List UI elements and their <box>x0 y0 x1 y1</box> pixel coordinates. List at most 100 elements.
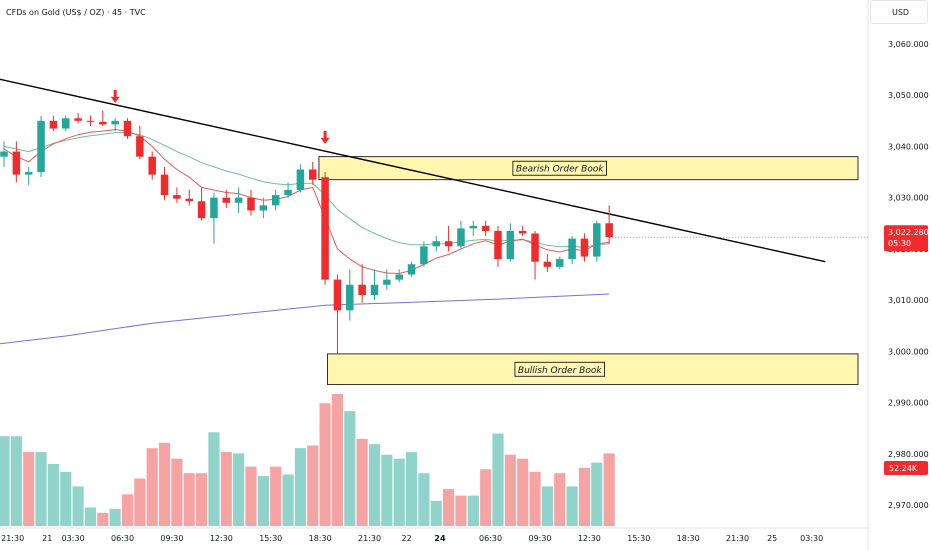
order-book-zone <box>318 156 859 181</box>
volume-bar <box>368 444 381 526</box>
candle <box>86 115 95 126</box>
price-tick-label: 3,060.000 <box>888 40 929 49</box>
candle <box>469 220 478 237</box>
arrow-down-icon <box>110 89 120 103</box>
volume-bar <box>257 475 269 526</box>
price-tick-label: 3,000.000 <box>888 347 929 356</box>
candle <box>605 205 613 244</box>
candle-body <box>605 223 613 238</box>
candle-body <box>148 156 156 175</box>
candle <box>395 269 403 283</box>
volume-bar <box>72 486 84 526</box>
price-tick-label: 2,990.000 <box>888 399 929 408</box>
volume-bar <box>578 467 591 526</box>
candle <box>370 269 379 301</box>
volume-bar <box>418 473 430 526</box>
candle-body <box>259 205 268 211</box>
candle <box>74 113 82 124</box>
time-tick-label: 25 <box>767 534 777 543</box>
arrow-markers <box>110 89 330 144</box>
candle <box>444 225 453 252</box>
candle-body <box>74 118 82 121</box>
candle <box>333 274 342 354</box>
candle <box>24 166 33 185</box>
candle <box>210 192 218 244</box>
candle-body <box>494 230 502 260</box>
volume-bar <box>566 486 578 526</box>
volume-bar <box>158 442 171 526</box>
last-price-label: 3,022.280 <box>888 228 929 237</box>
candle <box>420 241 428 267</box>
candle-body <box>247 197 255 211</box>
time-tick-label: 24 <box>434 534 446 543</box>
currency-button[interactable]: USD <box>870 0 928 24</box>
volume-bar <box>307 445 319 526</box>
candle-body <box>506 230 515 260</box>
volume-bar <box>467 495 479 526</box>
symbol-title: CFDs on Gold (US$ / OZ) · 45 · TVC <box>6 8 146 17</box>
order-book-zones: Bearish Order Book Bullish Order Book <box>318 156 859 386</box>
time-tick-label: 09:30 <box>528 534 551 543</box>
candle <box>247 189 255 216</box>
candle-body <box>358 284 366 295</box>
candle <box>111 118 119 132</box>
candle-body <box>309 169 317 180</box>
candle <box>518 225 527 237</box>
price-tick-label: 3,010.000 <box>888 296 929 305</box>
volume-bar <box>529 471 541 526</box>
candle-body <box>321 177 329 280</box>
volume-bar <box>541 486 553 526</box>
volume-bar <box>517 458 529 526</box>
volume-bar <box>405 452 418 526</box>
candle <box>543 254 552 272</box>
last-volume-label: 52.24K <box>889 464 918 473</box>
volume-bar <box>208 432 220 526</box>
candle <box>358 264 366 303</box>
last-volume-tag <box>884 461 928 475</box>
candle <box>556 256 564 270</box>
candle <box>37 115 45 178</box>
candle-body <box>62 118 70 129</box>
candles <box>0 110 613 354</box>
candle <box>481 220 490 237</box>
volume-bar <box>245 466 257 526</box>
time-tick-label: 18:30 <box>677 534 700 543</box>
candle-body <box>370 284 379 295</box>
price-tick-label: 2,980.000 <box>888 450 929 459</box>
time-axis: 21:30 21 03:30 06:30 09:30 12:30 15:30 18:30 21:… <box>1 534 823 543</box>
volume-bar <box>504 454 516 526</box>
candle-body <box>0 151 8 157</box>
volume-bar <box>282 474 294 526</box>
time-tick-label: 21:30 <box>726 534 749 543</box>
price-tick-label: 3,050.000 <box>888 91 929 100</box>
candle-body <box>556 259 564 267</box>
candle <box>284 182 292 198</box>
candle <box>321 172 329 285</box>
volume-bar <box>134 478 146 526</box>
candle-body <box>49 120 58 129</box>
volume-bar <box>455 495 467 526</box>
candle <box>185 189 193 206</box>
candle-body <box>185 198 193 202</box>
candle <box>49 115 58 132</box>
candle-body <box>469 225 478 229</box>
candle-body <box>271 195 280 206</box>
volume-bar <box>381 454 393 526</box>
candle-body <box>568 238 576 260</box>
volume-bar <box>603 453 615 526</box>
time-tick-label: 15:30 <box>627 534 650 543</box>
volume-bar <box>220 452 232 526</box>
candle-body <box>222 197 231 203</box>
candle-body <box>37 120 45 173</box>
time-tick-label: 21:30 <box>1 534 24 543</box>
volume-bar <box>443 489 455 526</box>
time-tick-label: 15:30 <box>259 534 282 543</box>
candle-body <box>432 241 440 247</box>
order-book-label: Bearish Order Book <box>516 165 604 175</box>
candle-body <box>543 261 552 267</box>
candle <box>0 141 8 167</box>
time-tick-label: 22 <box>402 534 412 543</box>
candle-body <box>444 241 453 247</box>
